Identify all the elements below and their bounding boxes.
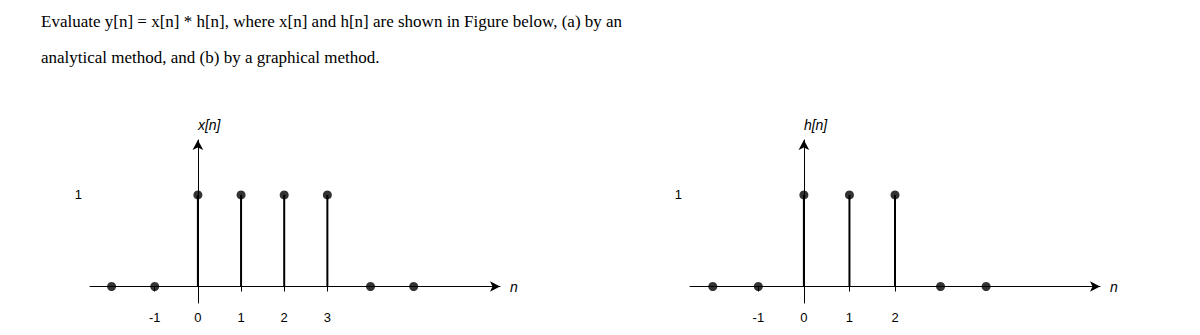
- svg-text:-1: -1: [753, 310, 765, 325]
- svg-text:analytical method, and (b) by: analytical method, and (b) by a graphica…: [41, 48, 379, 67]
- svg-text:h[n]: h[n]: [804, 117, 828, 133]
- svg-text:1: 1: [846, 310, 853, 325]
- svg-text:0: 0: [194, 310, 201, 325]
- svg-text:0: 0: [800, 310, 807, 325]
- svg-text:x[n]: x[n]: [197, 117, 222, 133]
- svg-text:Evaluate y[n] = x[n] * h[n], w: Evaluate y[n] = x[n] * h[n], where x[n] …: [41, 12, 623, 31]
- svg-text:1: 1: [75, 187, 82, 202]
- svg-text:2: 2: [891, 310, 898, 325]
- svg-text:1: 1: [675, 187, 682, 202]
- svg-text:1: 1: [237, 310, 244, 325]
- svg-text:n: n: [1110, 279, 1118, 295]
- svg-text:n: n: [510, 279, 518, 295]
- svg-text:-1: -1: [149, 310, 161, 325]
- svg-text:3: 3: [324, 310, 331, 325]
- svg-text:2: 2: [281, 310, 288, 325]
